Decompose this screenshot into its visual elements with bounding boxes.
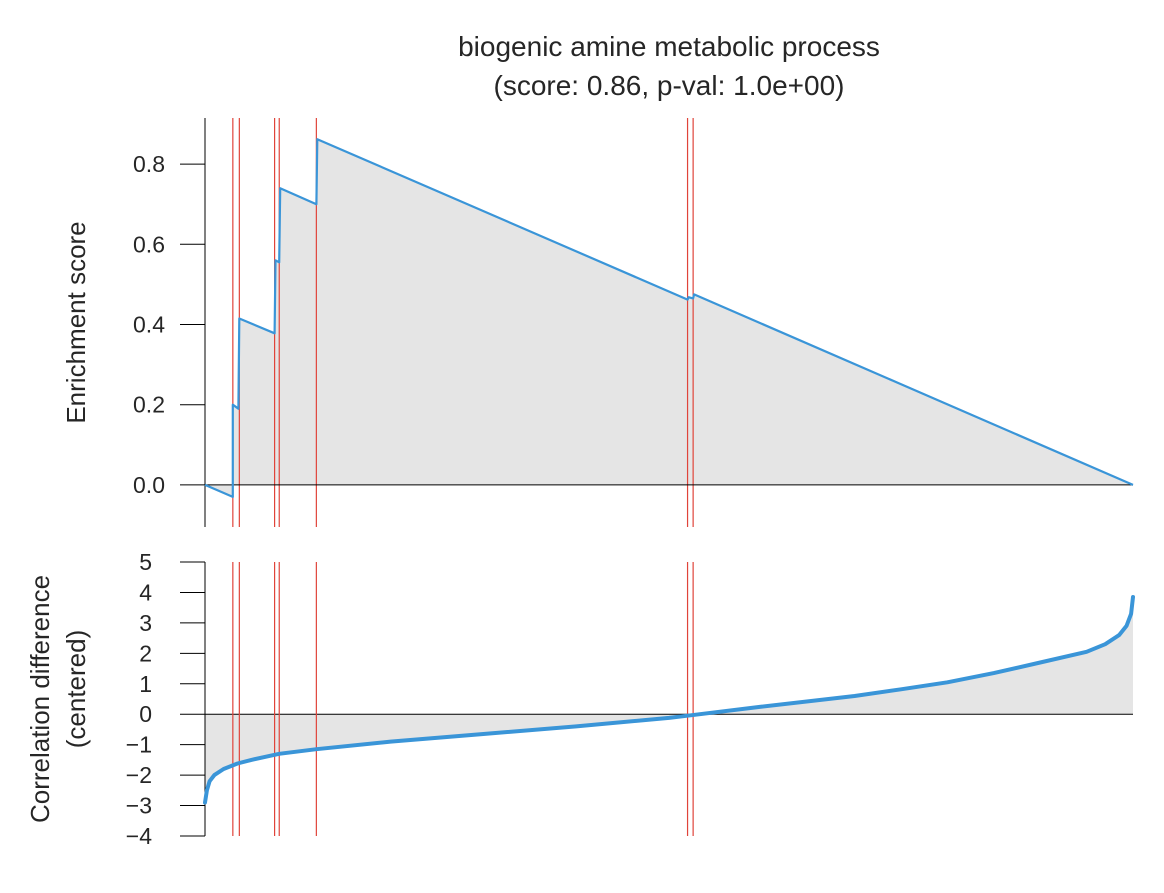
correlation-area	[205, 597, 1133, 803]
y-tick-label: 0.8	[133, 151, 165, 177]
y-tick-label: 0.6	[133, 231, 165, 257]
top-y-ticks: 0.0 0.2 0.4 0.6 0.8	[133, 151, 205, 498]
top-y-axis-label: Enrichment score	[61, 221, 91, 423]
bottom-y-axis-label: Correlation difference	[25, 575, 55, 823]
enrichment-score-panel: 0.0 0.2 0.4 0.6 0.8 Enrichment score	[61, 118, 1134, 527]
chart-title: biogenic amine metabolic process	[458, 31, 880, 62]
correlation-curve	[203, 595, 1135, 805]
bottom-y-axis-label-sub: (centered)	[61, 630, 91, 749]
y-tick-label: 0.4	[133, 312, 165, 338]
y-tick-label: 0	[139, 701, 152, 727]
enrichment-curve	[204, 138, 1134, 498]
bottom-y-ticks: −4 −3 −2 −1 0 1 2 3 4 5	[126, 549, 205, 849]
y-tick-label: 3	[139, 610, 152, 636]
chart-subtitle: (score: 0.86, p-val: 1.0e+00)	[494, 70, 845, 101]
y-tick-label: 0.2	[133, 392, 165, 418]
y-tick-label: −4	[126, 823, 152, 849]
y-tick-label: 4	[139, 579, 152, 605]
y-tick-label: −1	[126, 732, 152, 758]
enrichment-area	[205, 139, 1133, 497]
y-tick-label: 0.0	[133, 472, 165, 498]
y-tick-label: −3	[126, 793, 152, 819]
y-tick-label: 1	[139, 671, 152, 697]
y-tick-label: 5	[139, 549, 152, 575]
correlation-panel: −4 −3 −2 −1 0 1 2 3 4 5 Correlation difference (c…	[25, 549, 1135, 849]
y-tick-label: 2	[139, 640, 152, 666]
bottom-hit-lines	[232, 562, 694, 836]
y-tick-label: −2	[126, 762, 152, 788]
